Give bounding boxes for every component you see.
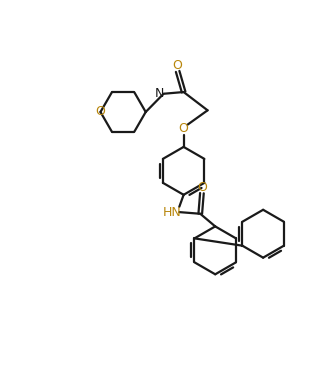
Text: O: O — [197, 181, 207, 194]
Text: N: N — [155, 87, 164, 100]
Text: O: O — [95, 105, 105, 119]
Text: O: O — [173, 59, 183, 72]
Text: O: O — [179, 122, 189, 135]
Text: HN: HN — [163, 205, 181, 219]
